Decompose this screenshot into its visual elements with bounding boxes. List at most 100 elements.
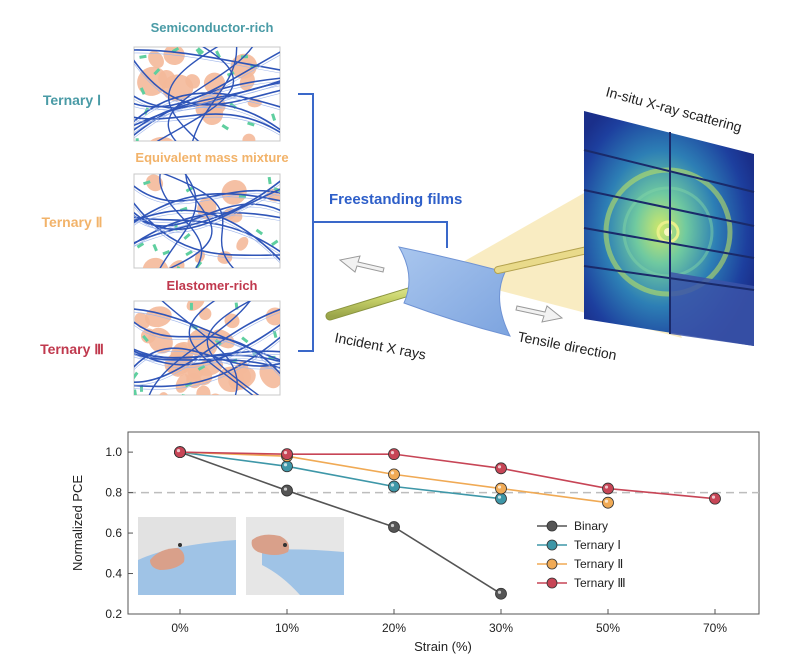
data-point-highlight (497, 485, 502, 489)
x-tick-label: 0% (171, 621, 189, 635)
polymer-chain (134, 113, 280, 134)
semiconductor-crystallite (135, 138, 139, 141)
semiconductor-crystallite (267, 176, 272, 185)
legend-label: Ternary Ⅲ (574, 576, 626, 590)
right-arrow-icon (515, 305, 564, 323)
series-line-3 (179, 451, 716, 500)
x-tick-label: 70% (703, 621, 727, 635)
polymer-chain (134, 215, 280, 248)
data-point (281, 484, 293, 497)
semiconductor-crystallite (153, 68, 161, 76)
y-axis-label: Normalized PCE (70, 475, 85, 571)
freestanding-films-label: Freestanding films (329, 191, 462, 208)
data-point (709, 492, 721, 505)
data-point-highlight (711, 495, 716, 499)
data-point (495, 587, 507, 600)
semiconductor-crystallite (185, 250, 193, 257)
elastomer-domain (181, 396, 206, 425)
morphology-box-ternary-1 (133, 46, 281, 142)
polymer-chain (134, 54, 280, 111)
polymer-chain (134, 80, 280, 132)
elastomer-domain (166, 260, 185, 268)
data-point (388, 480, 400, 493)
elastomer-domain (242, 133, 256, 141)
plot-frame (127, 431, 760, 615)
semiconductor-crystallite (139, 54, 147, 59)
semiconductor-crystallite (241, 336, 249, 344)
polymer-chain (134, 203, 280, 227)
data-point-highlight (497, 590, 502, 594)
data-point (174, 446, 186, 459)
semiconductor-crystallite (255, 228, 264, 236)
semiconductor-crystallite (143, 180, 151, 186)
polymer-chain (134, 320, 280, 375)
semiconductor-crystallite (162, 249, 171, 256)
series (174, 446, 721, 600)
semiconductor-crystallite (152, 243, 158, 252)
data-point-highlight (604, 499, 609, 503)
polymer-chain (134, 211, 280, 245)
data-point (281, 460, 293, 473)
data-point-highlight (497, 465, 502, 469)
semiconductor-crystallite (271, 239, 279, 247)
data-point (388, 521, 400, 533)
polymer-chain (159, 174, 203, 268)
semiconductor-crystallite (134, 371, 139, 380)
regime-label-elastomer-rich: Elastomer-rich (166, 278, 257, 293)
data-point (602, 496, 614, 509)
semiconductor-crystallite (196, 47, 205, 55)
polymer-chain (134, 348, 280, 359)
series-line-1 (179, 451, 502, 500)
schematic: Semiconductor-rich Equivalent mass mixtu… (40, 20, 755, 425)
left-arrow-icon (338, 255, 385, 273)
elastomer-domain (196, 385, 211, 395)
semiconductor-crystallite (195, 48, 203, 56)
y-tick-label: 0.8 (105, 486, 122, 500)
polymer-chain (134, 185, 280, 202)
data-point-highlight (390, 451, 395, 455)
ternary-label-1: Ternary Ⅰ (43, 92, 101, 108)
incident-xrays-label: Incident X rays (333, 329, 427, 362)
elastomer-domain (146, 174, 164, 192)
series-line-0 (179, 451, 502, 595)
tensile-direction-label: Tensile direction (516, 328, 618, 363)
ternary-label-2: Ternary Ⅱ (41, 214, 102, 230)
legend-label: Ternary Ⅱ (574, 557, 623, 571)
data-point (388, 468, 400, 481)
freestanding-film (397, 246, 511, 337)
elastomer-domain (241, 394, 270, 395)
y-axis: 0.2 0.4 0.6 0.8 1.0 (105, 445, 133, 621)
data-point-highlight (390, 471, 395, 475)
regime-label-semiconductor-rich: Semiconductor-rich (151, 20, 274, 35)
polymer-chain (134, 51, 280, 108)
polymer-chain (134, 49, 280, 71)
elastomer-domain (155, 397, 175, 416)
polymer-chain (167, 47, 253, 141)
data-point-highlight (390, 523, 395, 528)
detector-pattern (583, 111, 755, 346)
polymer-chain (159, 174, 197, 268)
polymer-chain (134, 196, 280, 226)
polymer-chain (134, 52, 280, 74)
semiconductor-crystallite (139, 87, 146, 95)
data-point-highlight (390, 483, 395, 487)
polymer-chain (206, 301, 260, 395)
polymer-chain (188, 301, 254, 395)
ternary-label-3: Ternary Ⅲ (40, 341, 104, 357)
polymer-chain (134, 103, 280, 131)
semiconductor-crystallite (189, 302, 193, 310)
data-point-highlight (176, 449, 181, 453)
legend-label: Binary (574, 519, 608, 533)
polymer-chain (134, 324, 280, 378)
x-tick-label: 30% (489, 621, 513, 635)
elastomer-domain (148, 327, 173, 354)
legend-marker (546, 558, 558, 570)
semiconductor-crystallite (183, 232, 191, 240)
polymer-chain (134, 106, 280, 134)
morphology-box-ternary-3 (133, 300, 281, 425)
x-tick-label: 50% (596, 621, 620, 635)
polymer-chain (161, 301, 238, 395)
semiconductor-crystallite (174, 266, 181, 268)
polymer-chain (134, 213, 280, 264)
